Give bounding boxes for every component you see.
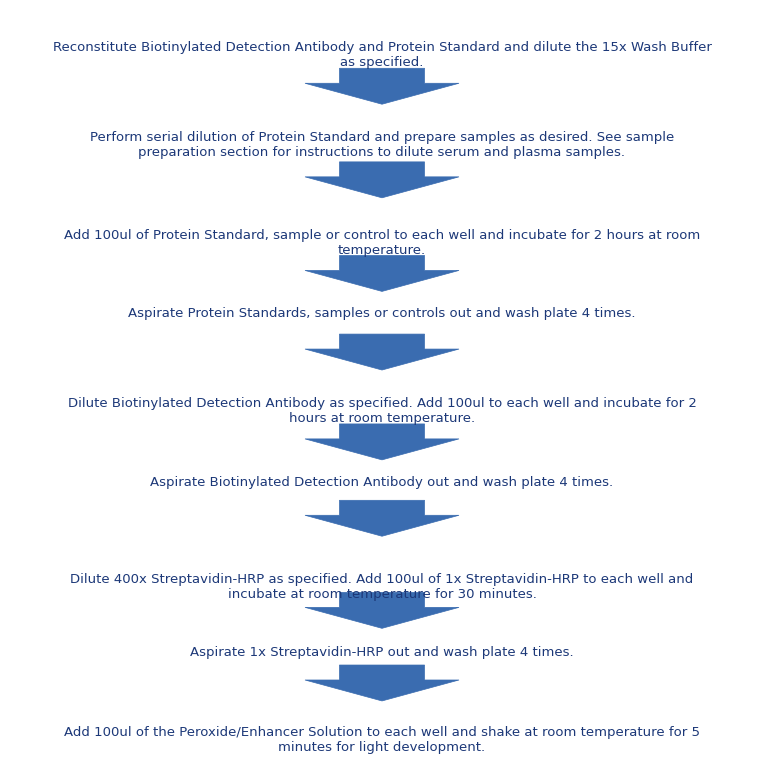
Text: Dilute Biotinylated Detection Antibody as specified. Add 100ul to each well and : Dilute Biotinylated Detection Antibody a… bbox=[67, 397, 697, 425]
Text: Dilute 400x Streptavidin-HRP as specified. Add 100ul of 1x Streptavidin-HRP to e: Dilute 400x Streptavidin-HRP as specifie… bbox=[70, 573, 694, 601]
Polygon shape bbox=[305, 592, 459, 628]
Polygon shape bbox=[305, 68, 459, 104]
Polygon shape bbox=[305, 334, 459, 370]
Polygon shape bbox=[305, 665, 459, 701]
Text: Reconstitute Biotinylated Detection Antibody and Protein Standard and dilute the: Reconstitute Biotinylated Detection Anti… bbox=[53, 41, 711, 70]
Text: Add 100ul of the Peroxide/Enhancer Solution to each well and shake at room tempe: Add 100ul of the Peroxide/Enhancer Solut… bbox=[64, 727, 700, 754]
Polygon shape bbox=[305, 162, 459, 198]
Polygon shape bbox=[305, 424, 459, 460]
Text: Aspirate 1x Streptavidin-HRP out and wash plate 4 times.: Aspirate 1x Streptavidin-HRP out and was… bbox=[190, 646, 574, 659]
Text: Aspirate Protein Standards, samples or controls out and wash plate 4 times.: Aspirate Protein Standards, samples or c… bbox=[128, 307, 636, 320]
Text: Perform serial dilution of Protein Standard and prepare samples as desired. See : Perform serial dilution of Protein Stand… bbox=[90, 131, 674, 159]
Polygon shape bbox=[305, 500, 459, 536]
Text: Aspirate Biotinylated Detection Antibody out and wash plate 4 times.: Aspirate Biotinylated Detection Antibody… bbox=[151, 475, 613, 489]
Text: Add 100ul of Protein Standard, sample or control to each well and incubate for 2: Add 100ul of Protein Standard, sample or… bbox=[64, 228, 700, 257]
Polygon shape bbox=[305, 255, 459, 291]
